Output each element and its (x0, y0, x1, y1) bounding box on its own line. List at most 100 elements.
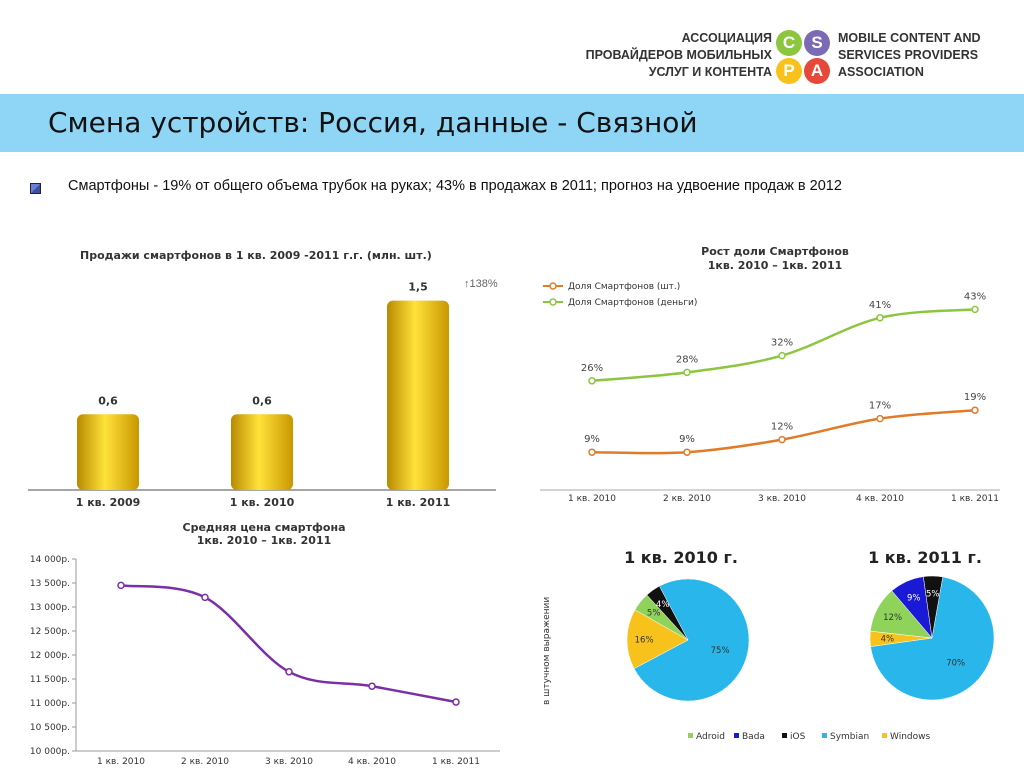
bar (77, 414, 139, 490)
os-share-pie-charts: в штучном выражении 1 кв. 2010 г. 75% 16% 5%… (542, 548, 995, 742)
bar-value-label: 0,6 (252, 394, 272, 407)
data-label: 9% (679, 434, 695, 445)
pie-slice (646, 585, 689, 641)
logo-line: АССОЦИАЦИЯ (681, 31, 772, 45)
legend-marker (549, 282, 557, 290)
y-tick-label: 11 000р. (30, 699, 70, 709)
logo-letter-c: C (776, 30, 802, 56)
y-tick-label: 11 500р. (30, 675, 70, 685)
data-point (588, 377, 596, 385)
legend-swatch (882, 733, 887, 738)
legend-label: Bada (742, 732, 765, 742)
data-point (201, 593, 209, 602)
data-label: 19% (964, 392, 986, 403)
data-label: 28% (676, 354, 698, 365)
chart-title: Продажи смартфонов в 1 кв. 2009 -2011 г.… (80, 249, 432, 262)
y-tick-label: 10 000р. (30, 747, 70, 757)
data-point (368, 682, 376, 690)
pie-slice-label: 4% (881, 635, 895, 645)
data-point (683, 448, 691, 456)
legend-label: Windows (890, 732, 930, 742)
y-tick-label: 13 000р. (30, 603, 70, 613)
association-name-en: MOBILE CONTENT AND SERVICES PROVIDERS AS… (838, 30, 981, 81)
logo-line: MOBILE CONTENT AND (838, 31, 981, 45)
x-tick-label: 2 кв. 2010 (181, 757, 229, 767)
pie-title: 1 кв. 2010 г. (624, 548, 738, 567)
data-point (117, 581, 125, 590)
logo-line: ASSOCIATION (838, 65, 924, 79)
data-point (588, 448, 596, 456)
x-tick-label: 1 кв. 2010 (230, 496, 295, 509)
growth-annotation: ↑138% (464, 278, 498, 290)
data-point (971, 305, 979, 314)
title-band: Смена устройств: Россия, данные - Связно… (0, 94, 1024, 152)
bar (231, 414, 293, 490)
data-label: 12% (771, 422, 793, 433)
data-point (683, 368, 691, 377)
x-tick-label: 1 кв. 2009 (76, 496, 141, 509)
chart-title: Рост доли Смартфонов (701, 245, 849, 258)
bar-value-label: 0,6 (98, 394, 118, 407)
association-name-ru: АССОЦИАЦИЯ ПРОВАЙДЕРОВ МОБИЛЬНЫХ УСЛУГ И… (540, 30, 772, 81)
legend-label: Доля Смартфонов (деньги) (568, 298, 697, 308)
y-tick-label: 10 500р. (30, 723, 70, 733)
data-label: 32% (771, 338, 793, 349)
legend-swatch (782, 733, 787, 738)
data-label: 17% (869, 401, 891, 412)
logo-letter-p: P (776, 58, 802, 84)
pie-slice (923, 575, 944, 639)
x-tick-label: 1 кв. 2011 (432, 757, 480, 767)
legend-swatch (688, 733, 693, 738)
chart-subtitle: 1кв. 2010 – 1кв. 2011 (708, 259, 843, 272)
legend-label: Symbian (830, 732, 869, 742)
pie-slice-label: 9% (907, 593, 921, 603)
slide-bullet-text: Смартфоны - 19% от общего объема трубок … (68, 178, 842, 194)
bar-value-label: 1,5 (408, 281, 428, 294)
logo-line: УСЛУГ И КОНТЕНТА (648, 65, 772, 79)
pie-side-label: в штучном выражении (542, 597, 552, 705)
data-point (778, 351, 786, 360)
y-tick-label: 14 000р. (30, 555, 70, 565)
legend-marker (549, 298, 557, 306)
x-tick-label: 4 кв. 2010 (348, 757, 396, 767)
pie-slice (633, 578, 750, 702)
y-tick-label: 13 500р. (30, 579, 70, 589)
logo-line: ПРОВАЙДЕРОВ МОБИЛЬНЫХ (585, 48, 772, 62)
cspa-logo: C S P A (774, 28, 834, 84)
data-point (452, 698, 460, 706)
pie-slice-label: 5% (926, 589, 940, 599)
data-point (876, 414, 884, 423)
pie-slice-label: 70% (946, 659, 965, 669)
series-line (120, 584, 457, 704)
x-tick-label: 1 кв. 2010 (568, 494, 616, 504)
x-tick-label: 1 кв. 2010 (97, 757, 145, 767)
data-point (876, 314, 884, 322)
pie-slice (626, 609, 689, 669)
x-tick-label: 2 кв. 2010 (663, 494, 711, 504)
pie-slice-label: 4% (656, 600, 670, 610)
x-tick-label: 1 кв. 2011 (386, 496, 451, 509)
chart-title: Средняя цена смартфона (183, 521, 346, 534)
logo-letter-a: A (804, 58, 830, 84)
bar (387, 300, 449, 490)
smartphone-sales-bar-chart: Продажи смартфонов в 1 кв. 2009 -2011 г.… (28, 249, 498, 509)
y-tick-label: 12 500р. (30, 627, 70, 637)
data-point (285, 668, 293, 676)
data-label: 26% (581, 363, 603, 374)
legend-swatch (734, 733, 739, 738)
logo-letter-s: S (804, 30, 830, 56)
slide-title: Смена устройств: Россия, данные - Связно… (48, 106, 698, 139)
legend-label: Доля Смартфонов (шт.) (568, 282, 680, 292)
pie-slice-label: 12% (883, 613, 902, 623)
legend-label: Adroid (696, 732, 725, 742)
legend-swatch (822, 733, 827, 738)
pie-slice-label: 75% (711, 646, 730, 656)
data-label: 9% (584, 434, 600, 445)
data-label: 41% (869, 300, 891, 311)
logo-line: SERVICES PROVIDERS (838, 48, 979, 62)
data-label: 43% (964, 291, 986, 302)
data-point (971, 406, 979, 414)
x-tick-label: 1 кв. 2011 (951, 494, 999, 504)
